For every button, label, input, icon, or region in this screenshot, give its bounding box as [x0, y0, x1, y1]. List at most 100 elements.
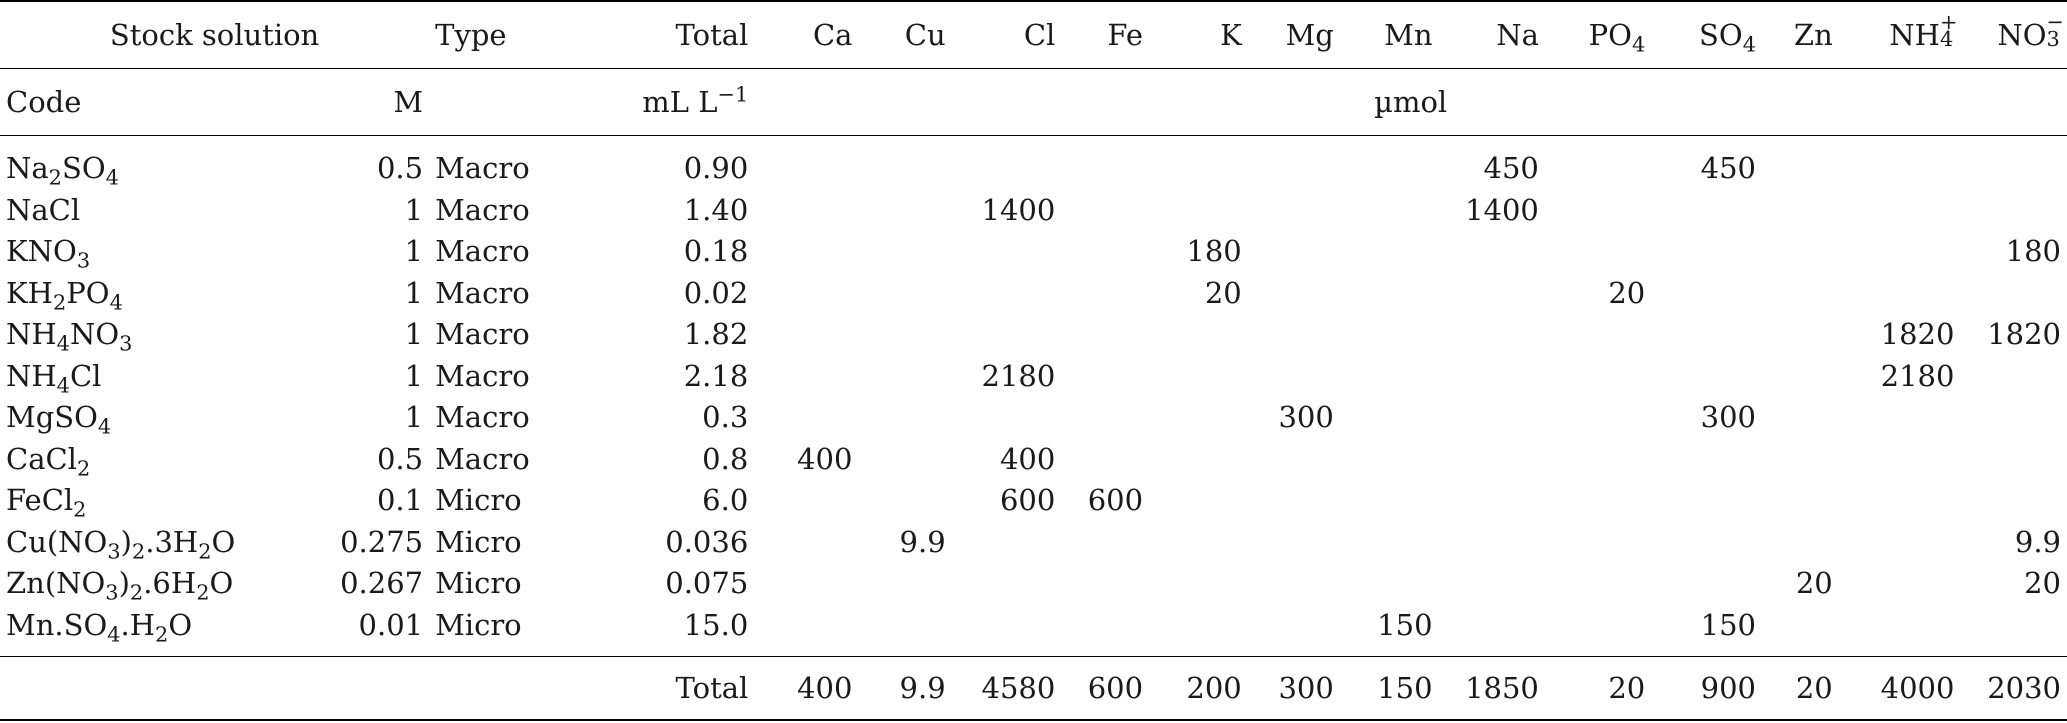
totals-cell: 9.9 — [858, 656, 952, 721]
row-ion-value — [1149, 356, 1248, 398]
row-total: 0.036 — [665, 524, 749, 559]
header-ion: NH​+4 — [1838, 0, 1961, 69]
row-ion-value — [952, 563, 1062, 605]
row-ion-value — [1340, 136, 1439, 190]
row-ion-value — [1061, 273, 1149, 315]
row-ion-value — [1061, 605, 1149, 657]
row-total: 0.02 — [683, 275, 749, 310]
row-code: FeCl2 — [6, 483, 87, 522]
row-ion-value — [858, 136, 951, 190]
row-ion-value — [1651, 439, 1762, 481]
row-type: Macro — [435, 358, 530, 393]
totals-cell: 20 — [1544, 656, 1652, 721]
row-ion-value — [858, 231, 951, 273]
row-total: 6.0 — [702, 483, 749, 518]
row-ion-value — [1762, 522, 1839, 564]
header-ion: K — [1149, 0, 1248, 69]
row-ion-value — [1439, 605, 1545, 657]
row-ion-value — [1651, 231, 1762, 273]
header-type: Type — [429, 0, 546, 69]
row-ion-value — [952, 397, 1062, 439]
header-ion: Cu — [858, 0, 952, 69]
header-ion: Ca — [754, 0, 859, 69]
row-code: CaCl2 — [6, 441, 91, 480]
header-ion: SO4 — [1651, 0, 1762, 69]
row-ion-value — [1545, 231, 1651, 273]
row-ion-value — [1149, 522, 1248, 564]
row-ion-value: 180 — [1186, 234, 1242, 269]
row-ion-value — [858, 605, 951, 657]
row-type: Macro — [435, 151, 530, 186]
row-ion-value — [952, 522, 1062, 564]
row-ion-value — [754, 273, 858, 315]
row-ion-value: 600 — [1087, 483, 1144, 518]
row-ion-value — [1839, 190, 1961, 232]
row-ion-value — [1545, 480, 1651, 522]
row-ion-value — [1545, 397, 1651, 439]
row-ion-value: 1400 — [1465, 192, 1539, 227]
row-molarity: 1 — [404, 234, 424, 269]
row-code: Zn(NO3)2.6H2O — [6, 566, 234, 605]
row-total: 0.90 — [683, 151, 749, 186]
row-ion-value — [858, 273, 951, 315]
row-ion-value — [1651, 356, 1762, 398]
row-ion-value — [1651, 563, 1762, 605]
row-ion-value — [1545, 522, 1651, 564]
table-row: KNO3 1 Macro 0.18 180 180 — [0, 231, 2067, 273]
table-row: NH4Cl 1 Macro 2.18 2180 2180 — [0, 356, 2067, 398]
row-code: NaCl — [6, 192, 81, 227]
row-code: NH4NO3 — [6, 317, 133, 356]
header-row: Stock solution Type Total Ca Cu Cl Fe K … — [0, 0, 2067, 69]
row-type: Macro — [435, 275, 530, 310]
row-ion-value — [1149, 136, 1248, 190]
row-ion-value — [1651, 522, 1762, 564]
header-ion: Mg — [1247, 0, 1340, 69]
row-molarity: 1 — [404, 275, 424, 310]
row-code: KH2PO4 — [6, 275, 123, 314]
row-ion-value — [1061, 397, 1149, 439]
row-ion-value — [754, 356, 858, 398]
row-ion-value — [754, 397, 858, 439]
header-ion: Cl — [951, 0, 1062, 69]
row-ion-value — [1839, 522, 1961, 564]
row-ion-value — [858, 439, 951, 481]
table-row: CaCl2 0.5 Macro 0.8 400 400 — [0, 439, 2067, 481]
row-ion-value — [1149, 314, 1248, 356]
row-ion-value — [952, 136, 1062, 190]
row-ion-value — [1149, 439, 1248, 481]
row-ion-value — [1248, 136, 1340, 190]
header-ion: Na — [1438, 0, 1545, 69]
row-ion-value — [1340, 480, 1439, 522]
header-total: Total — [545, 0, 755, 69]
row-total: 2.18 — [683, 358, 749, 393]
row-ion-value — [1762, 397, 1839, 439]
row-ion-value — [1149, 190, 1248, 232]
row-total: 0.075 — [665, 566, 749, 601]
row-ion-value — [1340, 231, 1439, 273]
table-row: KH2PO4 1 Macro 0.02 20 20 — [0, 273, 2067, 315]
row-ion-value — [1960, 273, 2067, 315]
row-ion-value — [1651, 273, 1762, 315]
row-ion-value — [1061, 190, 1149, 232]
row-molarity: 1 — [404, 400, 424, 435]
totals-cell: 600 — [1061, 656, 1150, 721]
row-ion-value — [858, 190, 951, 232]
row-ion-value: 400 — [999, 441, 1056, 476]
table-row: NH4NO3 1 Macro 1.82 1820 1820 — [0, 314, 2067, 356]
row-ion-value: 1820 — [1880, 317, 1955, 352]
row-total: 0.8 — [702, 441, 749, 476]
row-ion-value — [1248, 231, 1340, 273]
totals-cell: 300 — [1247, 656, 1340, 721]
row-ion-value — [1839, 439, 1961, 481]
row-ion-value — [858, 356, 951, 398]
row-ion-value — [1149, 480, 1248, 522]
row-code: Mn.SO4.H2O — [6, 607, 193, 646]
header-ion: Fe — [1061, 0, 1150, 69]
row-ion-value — [1248, 439, 1340, 481]
row-code: Na2SO4 — [6, 151, 119, 190]
row-ion-value — [754, 480, 858, 522]
row-molarity: 1 — [404, 192, 424, 227]
row-ion-value: 150 — [1700, 607, 1756, 642]
totals-cell: 200 — [1149, 656, 1248, 721]
row-ion-value — [1762, 273, 1839, 315]
